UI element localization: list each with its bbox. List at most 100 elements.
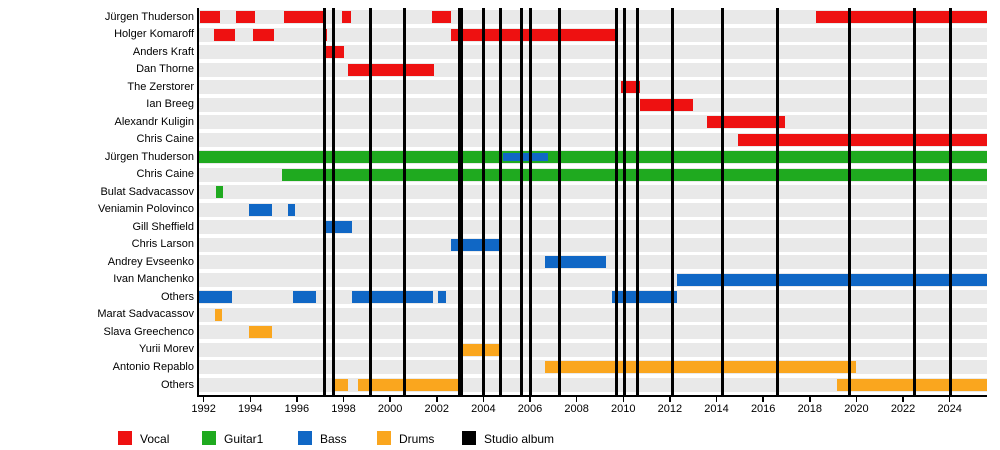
legend-swatch-guitar1 [202, 431, 216, 445]
timeline-bar-vocal [200, 11, 220, 23]
timeline-bar-drums [836, 379, 987, 391]
x-axis-tick-label: 1992 [191, 403, 216, 415]
row-stripe [199, 97, 987, 112]
studio-album-line [402, 8, 406, 395]
studio-album-line [331, 8, 335, 395]
row-label: Jürgen Thuderson [104, 10, 194, 23]
row-stripe [199, 290, 987, 305]
timeline-bar-vocal [737, 133, 987, 146]
timeline-bar-bass [611, 291, 677, 304]
x-axis-tick [622, 397, 625, 402]
row-stripe [199, 325, 987, 340]
timeline-bar-bass [287, 203, 295, 216]
x-axis-tick [436, 397, 438, 402]
row-stripe [199, 237, 987, 252]
timeline-bar-vocal [815, 11, 987, 23]
row-stripe [199, 115, 987, 130]
x-axis-tick [389, 397, 391, 402]
x-axis-tick [715, 397, 718, 402]
timeline-overlay-bar-bass [503, 153, 548, 162]
row-stripe [199, 80, 987, 95]
x-axis-tick [202, 397, 205, 402]
studio-album-line [913, 8, 917, 395]
x-axis-tick-label: 2018 [797, 403, 823, 415]
studio-album-line [528, 8, 532, 395]
x-axis-tick [762, 397, 764, 402]
row-label: Marat Sadvacassov [97, 308, 194, 321]
row-stripe [199, 185, 987, 200]
legend-label: Vocal [140, 432, 170, 446]
studio-album-line [323, 8, 327, 395]
timeline-bar-bass [249, 203, 273, 216]
timeline-bar-vocal [639, 98, 694, 111]
studio-album-line [847, 8, 851, 395]
row-label: Slava Greechenco [103, 325, 195, 338]
timeline-bar-bass [351, 291, 434, 304]
row-label: Yurii Morev [138, 343, 194, 356]
x-axis-tick-label: 2008 [564, 403, 589, 415]
timeline-bar-bass [676, 273, 987, 286]
legend-swatch-vocal [118, 431, 132, 445]
studio-album-line [481, 8, 485, 395]
x-axis-tick-label: 1998 [331, 403, 356, 415]
x-axis-line [197, 395, 987, 397]
x-axis-tick [249, 397, 252, 402]
x-axis-tick-label: 2016 [750, 403, 776, 415]
timeline-bar-vocal [214, 28, 236, 41]
legend-label: Studio album [484, 432, 555, 446]
timeline-bar-drums [545, 361, 857, 374]
studio-album-line [368, 8, 372, 395]
x-axis-tick [482, 397, 485, 402]
studio-album-line [949, 8, 953, 395]
studio-album-line [557, 8, 561, 395]
timeline-bar-vocal [348, 63, 435, 76]
row-label: Dan Thorne [136, 63, 194, 76]
x-axis-tick [902, 397, 904, 402]
row-label: Others [160, 290, 194, 303]
x-axis-tick-label: 2000 [377, 403, 403, 415]
x-axis-tick [342, 397, 345, 402]
row-stripe [199, 202, 987, 217]
timeline-bar-bass [293, 291, 316, 304]
x-axis-tick-label: 2012 [657, 403, 683, 415]
row-label: Andrey Evseenko [107, 255, 194, 268]
row-label: Others [160, 378, 194, 391]
studio-album-line [498, 8, 502, 395]
timeline-bar-vocal [707, 116, 786, 129]
x-axis-tick-label: 2022 [890, 403, 916, 415]
row-stripe [199, 307, 987, 322]
studio-album-line [635, 8, 639, 395]
row-label: The Zerstorer [127, 80, 194, 93]
timeline-bar-drums [357, 379, 461, 391]
row-label: Holger Komaroff [114, 28, 194, 41]
x-axis-tick-label: 1994 [238, 403, 263, 415]
x-axis-tick-label: 2006 [517, 403, 543, 415]
studio-album-line [720, 8, 724, 395]
row-stripe [199, 220, 987, 235]
studio-album-line [670, 8, 674, 395]
row-stripe [199, 62, 987, 77]
x-axis-tick-label: 2024 [937, 403, 962, 415]
x-axis-tick [669, 397, 671, 402]
x-axis-tick-label: 1996 [284, 403, 310, 415]
studio-album-line [519, 8, 523, 395]
timeline-bar-drums [249, 326, 273, 339]
x-axis-tick-label: 2004 [471, 403, 496, 415]
x-axis-tick [809, 397, 811, 402]
row-label: Ian Breeg [146, 98, 194, 111]
studio-album-line [457, 8, 461, 395]
row-label: Bulat Sadvacassov [100, 185, 194, 198]
timeline-bar-bass [199, 291, 232, 304]
timeline-bar-drums [215, 308, 223, 321]
row-label: Antonio Repablo [112, 360, 194, 373]
studio-album-line [775, 8, 779, 395]
legend-swatch-album [462, 431, 476, 445]
x-axis-tick-label: 2020 [844, 403, 869, 415]
row-stripe [199, 45, 987, 60]
row-label: Chris Caine [136, 133, 194, 146]
row-label: Gill Sheffield [132, 220, 194, 233]
timeline-bar-vocal [252, 28, 274, 41]
x-axis-tick [575, 397, 578, 402]
x-axis-tick [296, 397, 298, 402]
